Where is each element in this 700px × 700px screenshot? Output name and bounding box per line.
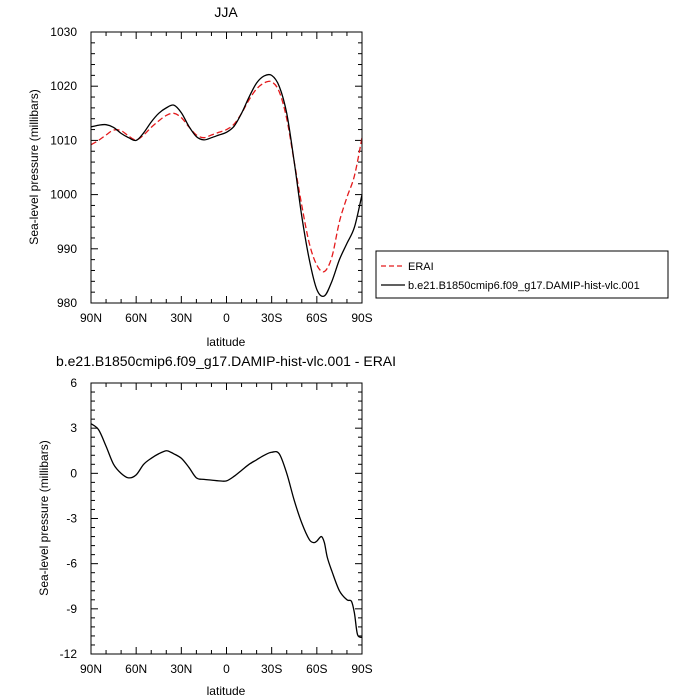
top-x-tick-label: 0 [223,311,230,325]
top-x-tick-label: 60S [306,311,327,325]
bottom-y-tick-label: -3 [66,512,77,526]
bottom-x-tick-label: 60S [306,662,327,676]
bottom-x-tick-label: 30N [170,662,192,676]
bottom-title: b.e21.B1850cmip6.f09_g17.DAMIP-hist-vlc.… [56,353,396,369]
top-y-tick-label: 1030 [50,25,77,39]
top-series-line-1 [90,73,363,298]
bottom-y-tick-label: -12 [60,647,78,661]
bottom-series-group [90,423,363,639]
bottom-y-tick-label: 0 [70,466,77,480]
legend-box [375,250,669,299]
top-y-tick-label: 1000 [50,188,77,202]
top-plot-frame [90,31,363,304]
top-y-tick-label: 980 [57,296,77,310]
top-x-tick-label: 90N [80,311,102,325]
bottom-y-tick-label: 6 [70,376,77,390]
top-x-axis-label: latitude [207,335,246,349]
top-y-axis-label: Sea-level pressure (millibars) [27,89,41,244]
top-axes: 90N 60N 30N 0 30S 60S 90S 980 990 1000 1010 1020 103… [50,25,372,325]
bottom-x-tick-label: 0 [223,662,230,676]
top-series-line-0 [90,80,363,273]
top-y-tick-label: 990 [57,242,77,256]
bottom-x-tick-label: 30S [261,662,282,676]
bottom-panel: b.e21.B1850cmip6.f09_g17.DAMIP-hist-vlc.… [37,353,396,698]
bottom-x-tick-label: 60N [125,662,147,676]
top-title: JJA [214,4,238,20]
bottom-y-tick-label: -6 [66,557,77,571]
top-y-tick-label: 1010 [50,133,77,147]
top-x-tick-label: 90S [351,311,372,325]
top-series-group [90,73,363,298]
bottom-y-axis-label: Sea-level pressure (millibars) [37,440,51,595]
legend: ERAI b.e21.B1850cmip6.f09_g17.DAMIP-hist… [375,250,669,299]
bottom-axes: 90N 60N 30N 0 30S 60S 90S -12 -9 -6 -3 0 3 6 [60,376,373,676]
top-x-tick-label: 60N [125,311,147,325]
bottom-x-tick-label: 90S [351,662,372,676]
top-y-tick-label: 1020 [50,79,77,93]
bottom-x-axis-label: latitude [207,684,246,698]
top-panel: JJA 90N 60N 30N 0 30S 60S 90S 980 990 1000 1010 102… [27,4,373,349]
top-x-tick-label: 30N [170,311,192,325]
bottom-x-tick-label: 90N [80,662,102,676]
legend-erai-label: ERAI [408,261,434,273]
bottom-y-tick-label: -9 [66,602,77,616]
top-x-tick-label: 30S [261,311,282,325]
legend-model-label: b.e21.B1850cmip6.f09_g17.DAMIP-hist-vlc.… [408,280,640,292]
bottom-plot-frame [90,382,363,655]
bottom-y-tick-label: 3 [70,421,77,435]
bottom-series-line-0 [90,423,363,639]
